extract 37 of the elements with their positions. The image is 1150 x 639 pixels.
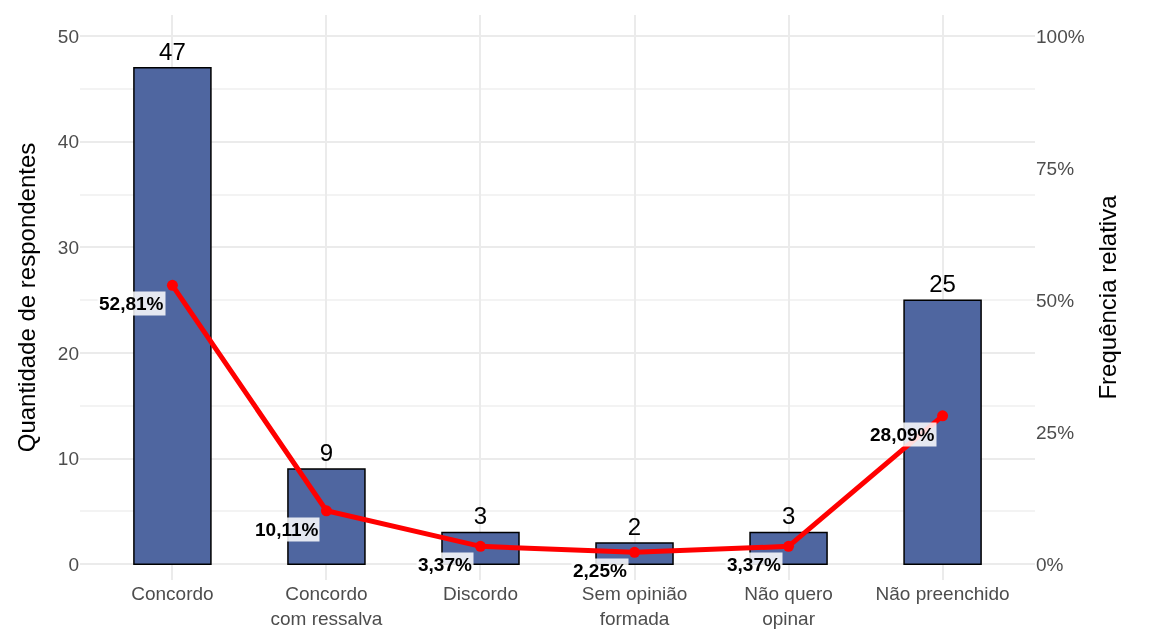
y2-tick-label: 100% bbox=[1036, 25, 1085, 47]
data-label: 10,11% bbox=[255, 519, 319, 540]
data-label: 52,81% bbox=[99, 293, 164, 314]
y-tick-label: 50 bbox=[57, 25, 79, 47]
point bbox=[783, 540, 795, 552]
y-axis-title: Quantidade de respondentes bbox=[12, 142, 40, 453]
x-tick-label: Não quero opinar bbox=[744, 583, 833, 629]
data-label: 3 bbox=[781, 502, 796, 530]
data-label: 3 bbox=[473, 502, 488, 530]
data-label: 2 bbox=[627, 513, 642, 541]
y-tick-label: 30 bbox=[57, 236, 79, 258]
y2-tick-label: 75% bbox=[1036, 157, 1075, 179]
y2-tick-label: 25% bbox=[1036, 421, 1075, 443]
x-tick-label: Sem opinião formada bbox=[581, 583, 688, 629]
data-label: 3,37% bbox=[727, 554, 781, 575]
data-label: 25 bbox=[929, 270, 956, 298]
y-tick-label: 10 bbox=[57, 448, 79, 470]
x-tick-label: Não preenchido bbox=[875, 583, 1010, 604]
point bbox=[320, 505, 332, 517]
data-label: 2,25% bbox=[573, 560, 627, 581]
data-label: 47 bbox=[159, 37, 186, 65]
y-tick-label: 40 bbox=[57, 131, 79, 153]
y2-axis-title: Frequência relativa bbox=[1094, 194, 1121, 400]
y-tick-label: 20 bbox=[57, 342, 79, 364]
point bbox=[937, 410, 949, 422]
y2-tick-label: 50% bbox=[1036, 289, 1075, 311]
data-label: 3,37% bbox=[418, 554, 472, 575]
x-tick-label: Concordo com ressalva bbox=[270, 583, 383, 629]
point bbox=[166, 279, 178, 291]
data-label: 28,09% bbox=[870, 424, 935, 445]
x-tick-label: Discordo bbox=[442, 583, 518, 604]
x-tick-label: Concordo bbox=[131, 583, 214, 604]
point bbox=[629, 546, 641, 558]
data-label: 9 bbox=[319, 439, 334, 467]
y-tick-label: 0 bbox=[68, 553, 79, 575]
point bbox=[474, 540, 486, 552]
y2-tick-label: 0% bbox=[1036, 553, 1064, 575]
